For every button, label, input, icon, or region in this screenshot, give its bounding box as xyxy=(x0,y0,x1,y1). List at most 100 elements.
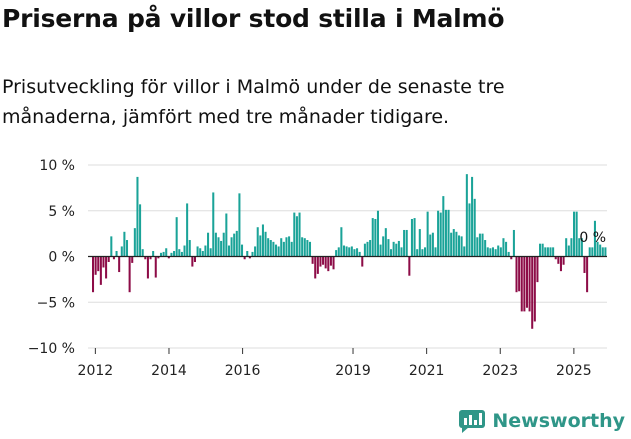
bar xyxy=(588,247,591,257)
bar xyxy=(301,237,304,257)
bar xyxy=(256,227,259,257)
bar xyxy=(193,256,196,262)
bar xyxy=(484,240,487,257)
bar xyxy=(225,213,228,257)
bar xyxy=(329,256,332,266)
bar xyxy=(269,240,272,257)
bar xyxy=(125,240,129,257)
bar xyxy=(314,256,317,279)
latest-value-label: 0 % xyxy=(579,230,606,246)
bar xyxy=(491,247,495,257)
bar xyxy=(340,227,343,257)
bar xyxy=(285,237,288,257)
bar xyxy=(593,220,596,257)
bar xyxy=(486,247,489,257)
bar xyxy=(457,235,461,257)
bar xyxy=(392,241,395,257)
x-tick-label: 2021 xyxy=(409,363,445,379)
bar xyxy=(499,247,502,257)
y-tick-label: −5 % xyxy=(37,295,75,311)
bar xyxy=(507,251,510,257)
bar xyxy=(196,246,199,257)
bar xyxy=(573,211,576,257)
bar xyxy=(120,246,123,257)
bar xyxy=(557,256,560,264)
bar xyxy=(97,256,100,272)
bar xyxy=(162,251,165,257)
bar xyxy=(264,231,267,257)
bar xyxy=(112,256,115,260)
bar xyxy=(298,212,301,257)
bar xyxy=(473,198,476,257)
bar xyxy=(539,243,542,257)
bar xyxy=(107,256,110,262)
bar xyxy=(429,234,432,257)
bar xyxy=(502,238,505,257)
bar xyxy=(128,256,131,293)
bar xyxy=(110,236,113,257)
bar xyxy=(173,251,176,257)
bar xyxy=(442,196,445,257)
axes: 10 % 5 % 0 % −5 % −10 %2012 2014 2016 2019 2021 2… xyxy=(28,158,607,379)
bar xyxy=(295,216,298,257)
bar xyxy=(403,229,406,257)
bars xyxy=(92,174,607,329)
bar xyxy=(293,212,296,257)
bar-chart: 10 % 5 % 0 % −5 % −10 %2012 2014 2016 2019 2021 2… xyxy=(28,158,607,379)
bar xyxy=(575,211,578,257)
bar xyxy=(157,256,160,259)
bar xyxy=(348,247,351,257)
bar xyxy=(376,210,379,257)
bar xyxy=(207,232,210,257)
bar xyxy=(374,218,377,257)
bar xyxy=(580,238,583,257)
bar xyxy=(413,218,416,257)
bar xyxy=(303,238,306,257)
bar xyxy=(118,256,121,273)
bar xyxy=(277,246,280,257)
bar xyxy=(358,251,361,257)
bar xyxy=(353,249,356,257)
bar xyxy=(319,256,322,267)
bar xyxy=(533,256,536,322)
bar xyxy=(92,256,95,293)
bar xyxy=(460,236,463,257)
bar xyxy=(102,256,105,268)
bar xyxy=(335,250,338,257)
bar xyxy=(549,247,552,257)
bar xyxy=(518,256,521,292)
bar xyxy=(230,237,233,257)
bar xyxy=(447,209,450,257)
bar xyxy=(133,228,136,257)
bar xyxy=(494,249,497,257)
bar xyxy=(361,256,364,267)
bar xyxy=(159,252,163,257)
bar xyxy=(601,247,604,257)
bar xyxy=(567,245,570,257)
bar xyxy=(363,243,366,257)
bar xyxy=(481,233,484,257)
bar xyxy=(596,241,599,257)
x-tick-label: 2016 xyxy=(225,363,261,379)
bar xyxy=(350,246,353,257)
bar xyxy=(337,247,340,257)
bar xyxy=(544,247,547,257)
bar xyxy=(437,210,440,257)
bar xyxy=(105,256,108,279)
bar xyxy=(471,176,474,257)
bar xyxy=(384,228,387,257)
bar xyxy=(149,256,152,260)
bar xyxy=(489,248,492,257)
brand-name: Newsworthy xyxy=(492,410,625,432)
bar xyxy=(332,256,335,270)
grid-lines xyxy=(88,164,607,349)
bar xyxy=(426,211,429,257)
bar xyxy=(390,249,393,257)
bar xyxy=(497,245,500,257)
bar xyxy=(387,239,390,257)
bar xyxy=(541,243,544,257)
bar xyxy=(146,256,149,279)
bar xyxy=(123,231,126,257)
bar xyxy=(356,248,359,257)
bar xyxy=(416,249,419,257)
